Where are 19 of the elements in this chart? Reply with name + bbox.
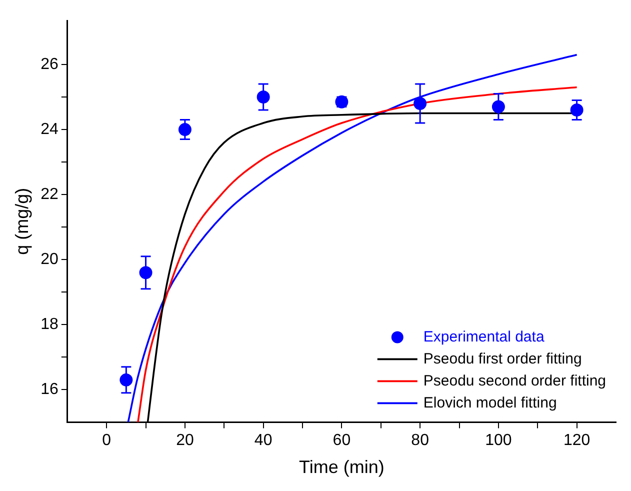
x-tick-label: 80	[411, 432, 430, 450]
x-tick-label: 0	[102, 432, 112, 450]
legend-label: Pseodu first order fitting	[423, 350, 582, 368]
y-tick-label: 22	[40, 186, 58, 203]
legend-label: Pseodu second order fitting	[423, 372, 606, 390]
y-axis-title: q (mg/g)	[12, 188, 32, 255]
legend-label: Elovich model fitting	[423, 394, 557, 412]
y-tick-label: 20	[40, 251, 58, 268]
y-tick-label: 24	[40, 120, 58, 138]
x-tick-label: 60	[332, 432, 351, 450]
x-tick-label: 100	[485, 432, 512, 450]
y-tick-label: 26	[40, 56, 58, 73]
x-tick-label: 40	[254, 432, 272, 450]
y-tick-label: 18	[40, 316, 58, 334]
x-axis-title: Time (min)	[299, 457, 384, 478]
x-tick-label: 20	[176, 432, 194, 450]
x-tick-label: 120	[563, 432, 590, 450]
legend-label: Experimental data	[423, 328, 545, 346]
y-tick-label: 16	[40, 381, 58, 398]
